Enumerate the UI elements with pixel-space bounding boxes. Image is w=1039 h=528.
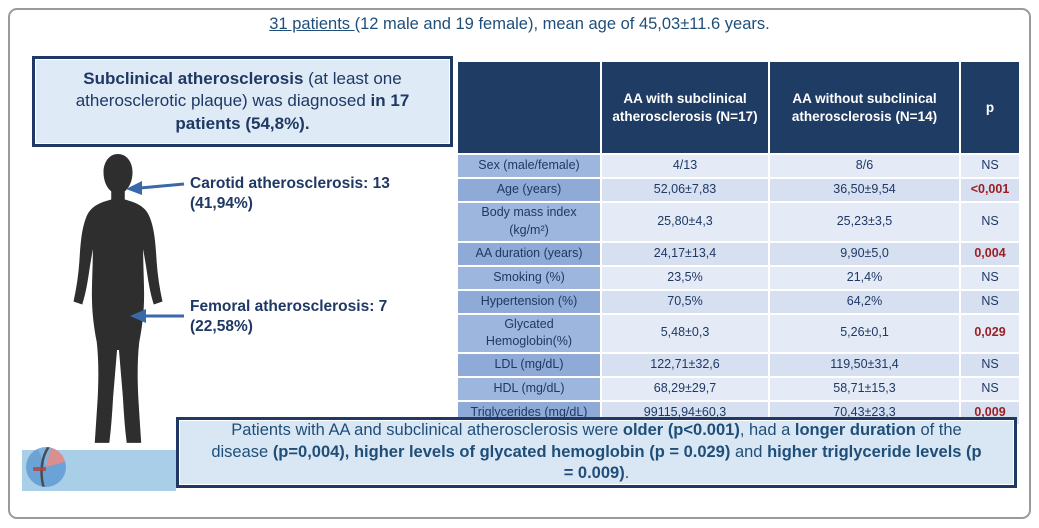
- p-value-cell: NS: [961, 378, 1019, 400]
- p-value-cell: NS: [961, 290, 1019, 313]
- text-segment: in 17 patients (54,8%).: [175, 91, 410, 133]
- row-label-cell: Sex (male/female): [458, 155, 600, 177]
- with-value-cell: 24,17±13,4: [602, 242, 768, 265]
- text-segment: (12 male and 19 female), mean age of 45,…: [354, 15, 770, 33]
- p-value-cell: NS: [961, 266, 1019, 289]
- logo-band: [22, 447, 176, 491]
- without-value-cell: 8/6: [770, 155, 959, 177]
- text-segment: and: [730, 442, 768, 461]
- text-segment: longer duration: [794, 421, 916, 440]
- text-segment: , had a: [739, 421, 795, 440]
- carotid-arrow-icon: [126, 181, 185, 195]
- diagnosis-summary-box: Subclinical atherosclerosis (at least on…: [32, 56, 453, 147]
- logo-text-mark: [33, 467, 46, 471]
- without-value-cell: 9,90±5,0: [770, 242, 959, 265]
- conclusion-box: Patients with AA and subclinical atheros…: [176, 417, 1017, 488]
- femoral-arrow-icon: [130, 309, 184, 323]
- row-label-cell: HDL (mg/dL): [458, 378, 600, 400]
- p-value-cell: <0,001: [961, 179, 1019, 201]
- p-value-cell: 0,004: [961, 242, 1019, 265]
- p-value-cell: NS: [961, 203, 1019, 241]
- slide-title: 31 patients (12 male and 19 female), mea…: [0, 15, 1039, 34]
- text-segment: older (p<0.001): [622, 421, 740, 440]
- p-value-cell: NS: [961, 354, 1019, 376]
- without-value-cell: 25,23±3,5: [770, 203, 959, 241]
- with-value-cell: 23,5%: [602, 266, 768, 289]
- diagnosis-summary-text: Subclinical atherosclerosis (at least on…: [47, 68, 438, 135]
- row-label-cell: Hypertension (%): [458, 290, 600, 313]
- p-value-cell: 0,029: [961, 314, 1019, 352]
- text-segment: .: [624, 464, 630, 483]
- text-segment: (at least one atherosclerotic plaque) wa…: [75, 68, 402, 111]
- with-value-cell: 25,80±4,3: [602, 203, 768, 241]
- human-body-silhouette-icon: [73, 154, 163, 443]
- femoral-atherosclerosis-label: Femoral atherosclerosis: 7 (22,58%): [190, 298, 388, 336]
- header-group-cell: AA with subclinical atherosclerosis (N=1…: [602, 62, 768, 153]
- with-value-cell: 122,71±32,6: [602, 354, 768, 376]
- p-value-cell: NS: [961, 155, 1019, 177]
- with-value-cell: 4/13: [602, 155, 768, 177]
- with-value-cell: 70,5%: [602, 290, 768, 313]
- carotid-atherosclerosis-label: Carotid atherosclerosis: 13 (41,94%): [190, 175, 390, 213]
- header-p-cell: p: [961, 62, 1019, 153]
- without-value-cell: 64,2%: [770, 290, 959, 313]
- conference-logo-icon: [26, 447, 66, 487]
- comparison-table: AA with subclinical atherosclerosis (N=1…: [458, 62, 1021, 424]
- text-segment: of the disease: [211, 421, 962, 461]
- row-label-cell: Age (years): [458, 179, 600, 201]
- without-value-cell: 21,4%: [770, 266, 959, 289]
- row-label-cell: LDL (mg/dL): [458, 354, 600, 376]
- with-value-cell: 68,29±29,7: [602, 378, 768, 400]
- without-value-cell: 5,26±0,1: [770, 314, 959, 352]
- text-segment: Subclinical atherosclerosis: [83, 68, 304, 88]
- conclusion-text: Patients with AA and subclinical atheros…: [205, 420, 988, 484]
- without-value-cell: 36,50±9,54: [770, 179, 959, 201]
- with-value-cell: 5,48±0,3: [602, 314, 768, 352]
- row-label-cell: Glycated Hemoglobin(%): [458, 314, 600, 352]
- with-value-cell: 52,06±7,83: [602, 179, 768, 201]
- without-value-cell: 58,71±15,3: [770, 378, 959, 400]
- header-group-cell: AA without subclinical atherosclerosis (…: [770, 62, 959, 153]
- text-segment: higher triglyceride levels (p = 0.009): [563, 442, 982, 483]
- text-segment: Patients with AA and subclinical atheros…: [231, 421, 623, 440]
- text-segment: (p=0,004), higher levels of glycated hem…: [272, 442, 731, 461]
- slide-frame: [8, 8, 1031, 519]
- row-label-cell: AA duration (years): [458, 242, 600, 265]
- without-value-cell: 119,50±31,4: [770, 354, 959, 376]
- header-empty-cell: [458, 62, 600, 153]
- row-label-cell: Body mass index (kg/m²): [458, 203, 600, 241]
- row-label-cell: Smoking (%): [458, 266, 600, 289]
- text-segment: 31 patients: [269, 15, 355, 33]
